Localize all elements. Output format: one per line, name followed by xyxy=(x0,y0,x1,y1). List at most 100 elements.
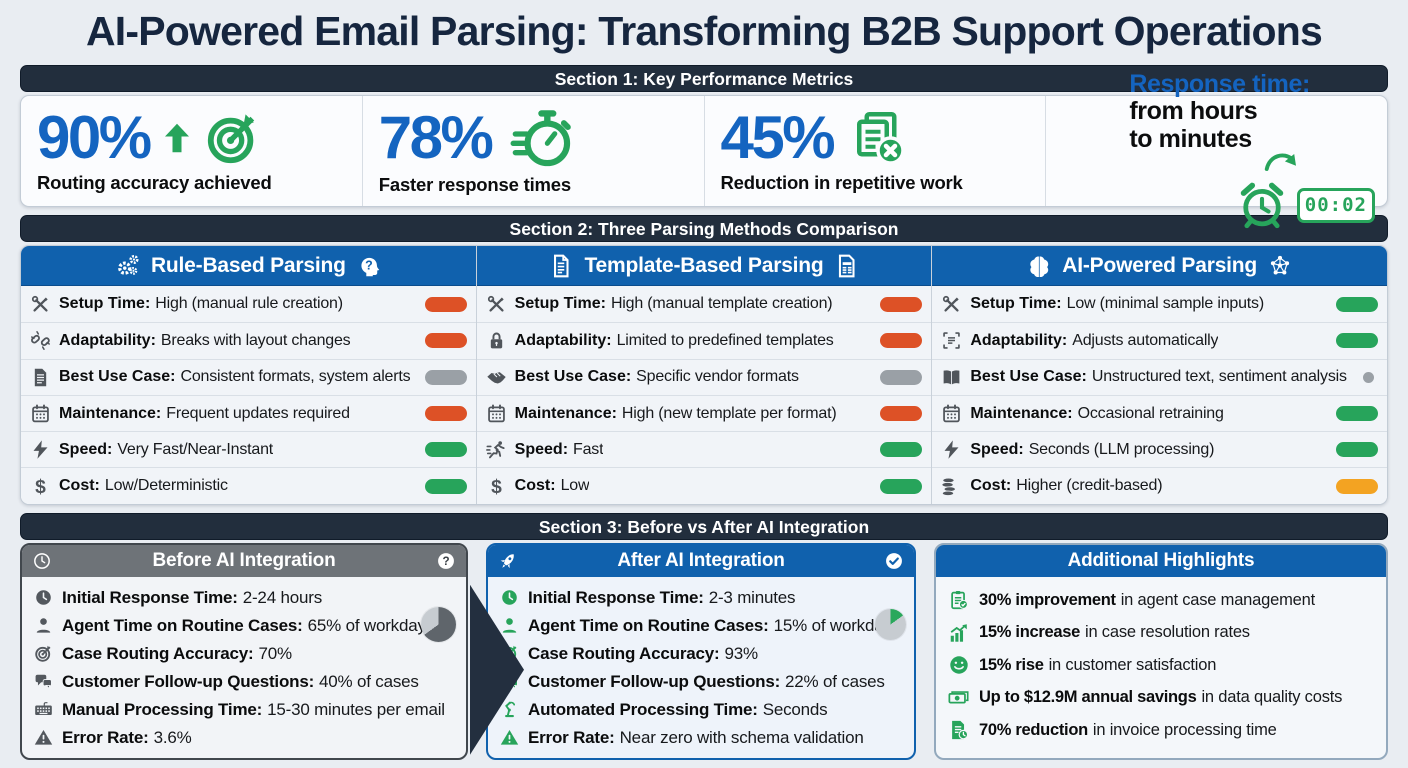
row-value: Specific vendor formats xyxy=(636,368,799,386)
metric-value: 90% xyxy=(37,104,152,171)
item-label: Manual Processing Time: xyxy=(62,699,263,719)
row-label: Speed: xyxy=(970,440,1024,458)
item-label: Initial Response Time: xyxy=(62,587,238,607)
status-pill-red xyxy=(880,406,923,422)
item-value: 40% of cases xyxy=(319,671,419,691)
row-label: Setup Time: xyxy=(59,295,151,313)
row-label: Maintenance: xyxy=(59,404,162,422)
item-value: 65% of workday xyxy=(307,615,426,635)
dollar-icon xyxy=(30,476,51,497)
metric-value: 78% xyxy=(378,104,494,171)
status-pill-gray xyxy=(880,369,923,385)
list-item: Error Rate: Near zero with schema validat… xyxy=(500,724,902,752)
item-label: Case Routing Accuracy: xyxy=(62,643,254,663)
person-icon xyxy=(500,616,519,635)
row-label: Adaptability: xyxy=(514,331,612,349)
list-item: Customer Follow-up Questions: 40% of case… xyxy=(34,668,454,696)
pie-chart-after xyxy=(875,608,906,640)
item-value: 70% xyxy=(258,643,292,663)
brain-icon xyxy=(1026,253,1052,279)
wrench-icon xyxy=(30,294,51,315)
highlights-panel: Additional Highlights 30% improvement in … xyxy=(934,542,1388,760)
metric-response-time: Response time: from hours to minutes 00:… xyxy=(1046,70,1387,206)
page-title: AI-Powered Email Parsing: Transforming B… xyxy=(85,8,1323,54)
highlights-panel-title: Additional Highlights xyxy=(1067,549,1255,571)
comparison-row: Maintenance: High (new template per forma… xyxy=(476,394,932,432)
warning-icon xyxy=(500,728,519,747)
comparison-row: Adaptability: Limited to predefined templ… xyxy=(476,322,932,359)
status-pill-gray xyxy=(424,369,467,385)
row-label: Speed: xyxy=(514,440,569,458)
list-item: Agent Time on Routine Cases: 15% of workd… xyxy=(500,612,902,640)
status-pill-green xyxy=(1336,442,1379,458)
row-label: Maintenance: xyxy=(514,404,617,422)
item-value: in data quality costs xyxy=(1201,688,1343,707)
list-item: Case Routing Accuracy: 70% xyxy=(34,640,454,668)
comparison-row: Cost: Higher (credit-based) xyxy=(932,467,1387,504)
status-pill-green xyxy=(1336,296,1379,312)
column-rule-based: Rule-Based Parsing Setup Time: High (manu… xyxy=(21,246,477,504)
chart-up-icon xyxy=(948,622,970,644)
metric-line: to minutes xyxy=(1129,124,1252,153)
list-item: Initial Response Time: 2-3 minutes xyxy=(500,584,902,612)
alarm-clock-icon xyxy=(1236,179,1288,231)
row-value: Frequent updates required xyxy=(166,404,350,422)
row-value: Unstructured text, sentiment analysis xyxy=(1091,368,1347,386)
check-badge-icon xyxy=(884,551,904,571)
metric-label: Faster response times xyxy=(378,174,571,195)
comparison-row: Maintenance: Frequent updates required xyxy=(21,394,476,432)
section2-header-bar: Section 2: Three Parsing Methods Compari… xyxy=(20,215,1388,242)
clock-outline-icon xyxy=(32,551,52,571)
comparison-row: Best Use Case: Specific vendor formats xyxy=(476,358,932,395)
row-label: Cost: xyxy=(514,477,556,495)
status-pill-green xyxy=(424,442,467,458)
doc-fill-icon xyxy=(30,367,51,388)
list-item: Case Routing Accuracy: 93% xyxy=(500,640,902,668)
row-label: Setup Time: xyxy=(970,295,1062,313)
item-label: 30% improvement xyxy=(979,590,1116,609)
row-label: Cost: xyxy=(970,477,1012,495)
item-label: Customer Follow-up Questions: xyxy=(528,671,781,691)
item-label: Agent Time on Routine Cases: xyxy=(528,615,769,635)
item-label: Error Rate: xyxy=(528,727,615,747)
calendar-icon xyxy=(30,403,51,424)
head-question-icon xyxy=(356,253,382,279)
row-value: Occasional retraining xyxy=(1077,404,1224,422)
robot-arm-icon xyxy=(500,700,519,719)
template-document-icon xyxy=(834,253,860,279)
curved-arrow-icon xyxy=(1250,145,1312,181)
item-label: Initial Response Time: xyxy=(528,587,704,607)
metric-routing-accuracy: 90% Routing accuracy achieved xyxy=(21,96,363,206)
column-title: Rule-Based Parsing xyxy=(150,253,346,277)
item-value: 15-30 minutes per email xyxy=(267,699,445,719)
expand-icon xyxy=(941,330,962,351)
comparison-row: Adaptability: Breaks with layout changes xyxy=(21,322,476,359)
bolt-icon xyxy=(30,439,51,460)
status-pill-red xyxy=(880,296,923,312)
metric-faster-response: 78% Faster response times xyxy=(363,96,705,206)
handshake-icon xyxy=(486,367,507,388)
document-icon xyxy=(548,253,574,279)
stopwatch-icon xyxy=(510,106,574,170)
item-value: in customer satisfaction xyxy=(1048,655,1217,674)
rocket-icon xyxy=(498,551,518,571)
comparison-row: Cost: Low xyxy=(476,467,932,504)
item-label: Agent Time on Routine Cases: xyxy=(62,615,303,635)
item-value: Seconds xyxy=(762,699,828,719)
comparison-row: Setup Time: High (manual template creatio… xyxy=(476,286,932,323)
item-label: 15% rise xyxy=(979,655,1044,674)
row-value: Very Fast/Near-Instant xyxy=(117,440,274,458)
status-pill-dot xyxy=(1363,371,1375,383)
column-title: AI-Powered Parsing xyxy=(1062,253,1258,277)
lock-icon xyxy=(486,330,507,351)
status-pill-red xyxy=(424,333,467,349)
row-value: Seconds (LLM processing) xyxy=(1028,440,1215,458)
list-item: Error Rate: 3.6% xyxy=(34,724,454,752)
pie-chart-before xyxy=(421,606,456,642)
comparison-row: Best Use Case: Unstructured text, sentime… xyxy=(932,358,1387,395)
item-label: 15% increase xyxy=(979,623,1080,642)
metrics-panel: 90% Routing accuracy achieved 78% Faster… xyxy=(20,70,1388,207)
metric-value: 45% xyxy=(720,104,836,171)
status-pill-green xyxy=(1336,333,1379,349)
